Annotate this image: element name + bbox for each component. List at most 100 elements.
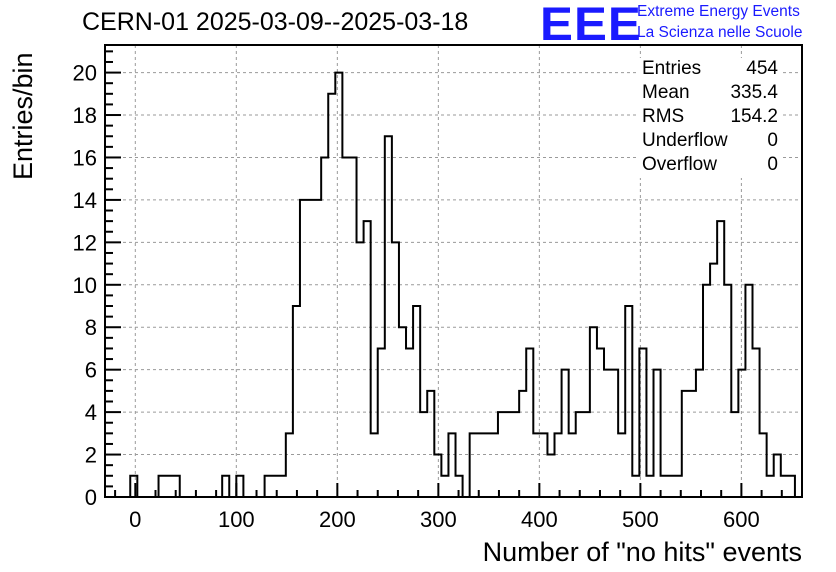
stats-label: RMS <box>642 106 685 127</box>
histogram-bin <box>300 200 307 497</box>
histogram-bin <box>413 306 420 497</box>
histogram-bin <box>661 476 668 497</box>
x-tick-label: 100 <box>218 507 255 532</box>
histogram-bin <box>654 370 661 497</box>
axis-ticks <box>105 50 803 498</box>
stats-label: Underflow <box>642 130 728 151</box>
histogram-bin <box>378 348 385 497</box>
histogram-bin <box>470 433 477 497</box>
x-tick-label: 0 <box>129 507 141 532</box>
histogram-bin <box>632 476 639 497</box>
y-tick-labels: 0 2 4 6 8 10 12 14 16 18 20 <box>73 61 97 510</box>
y-tick-label: 20 <box>73 61 97 86</box>
histogram-bin <box>611 370 618 497</box>
histogram-bin <box>738 370 745 497</box>
histogram-bin <box>547 455 554 497</box>
x-axis-label: Number of "no hits" events <box>482 537 802 567</box>
histogram-bin <box>682 391 689 497</box>
y-tick-label: 14 <box>73 188 97 213</box>
stats-row-rms: RMS 154.2 <box>638 106 780 130</box>
histogram-bin <box>166 476 173 497</box>
histogram-bin <box>236 476 243 497</box>
histogram-bin <box>540 433 547 497</box>
histogram-bin <box>222 476 229 497</box>
histogram-bin <box>441 476 448 497</box>
x-tick-label: 400 <box>521 507 558 532</box>
chart-title: CERN-01 2025-03-09--2025-03-18 <box>82 8 469 36</box>
histogram-bin <box>385 136 392 497</box>
histogram-bin <box>696 370 703 497</box>
histogram-bin <box>371 433 378 497</box>
histogram-bin <box>484 433 491 497</box>
stats-label: Entries <box>642 58 702 79</box>
plot-frame <box>104 44 803 498</box>
stats-value: 0 <box>767 130 778 151</box>
stats-label: Overflow <box>642 154 717 175</box>
stats-value: 454 <box>746 58 778 79</box>
histogram-bin <box>519 391 526 497</box>
histogram-bin <box>364 221 371 497</box>
histogram-bin <box>562 370 569 497</box>
histogram-bin <box>618 433 625 497</box>
stats-value: 335.4 <box>730 82 778 103</box>
histogram-bin <box>279 476 286 497</box>
y-tick-label: 2 <box>85 443 97 468</box>
x-tick-label: 300 <box>420 507 457 532</box>
histogram-bin <box>717 221 724 497</box>
histogram-bin <box>293 306 300 497</box>
histogram-bin <box>710 264 717 497</box>
y-axis-label: Entries/bin <box>8 52 38 180</box>
histogram-bin <box>286 433 293 497</box>
histogram-bin <box>159 476 166 497</box>
histogram-bin <box>703 285 710 497</box>
histogram-bin <box>477 433 484 497</box>
histogram-bin <box>724 285 731 497</box>
stats-value: 154.2 <box>730 106 778 127</box>
histogram-bin <box>526 348 533 497</box>
y-tick-label: 12 <box>73 230 97 255</box>
grid <box>105 45 802 497</box>
logo-line-2: La Scienza nelle Scuole <box>637 24 803 41</box>
histogram-bin <box>745 285 752 497</box>
histogram-bin <box>760 433 767 497</box>
histogram-bin <box>448 433 455 497</box>
histogram-bin <box>625 306 632 497</box>
histogram-bin <box>555 433 562 497</box>
stats-row-mean: Mean 335.4 <box>638 82 780 106</box>
x-tick-label: 500 <box>622 507 659 532</box>
histogram-bin <box>491 433 498 497</box>
y-tick-label: 4 <box>85 400 97 425</box>
histogram-bin <box>569 433 576 497</box>
y-tick-label: 10 <box>73 273 97 298</box>
stats-row-overflow: Overflow 0 <box>638 154 780 178</box>
logo-line-1: Extreme Energy Events <box>637 3 800 20</box>
histogram-bin <box>689 391 696 497</box>
stats-row-entries: Entries 454 <box>638 58 780 82</box>
histogram-bin <box>427 391 434 497</box>
x-tick-labels: 0 100 200 300 400 500 600 <box>129 507 760 532</box>
histogram-bin <box>265 476 272 497</box>
x-tick-label: 200 <box>319 507 356 532</box>
y-tick-label: 6 <box>85 358 97 383</box>
stats-label: Mean <box>642 82 690 103</box>
histogram-bin <box>753 348 760 497</box>
histogram-bin <box>767 476 774 497</box>
stats-box: Entries 454 Mean 335.4 RMS 154.2 Underfl… <box>638 58 780 178</box>
histogram-bin <box>668 476 675 497</box>
histogram-bin <box>328 94 335 497</box>
y-tick-label: 0 <box>85 485 97 510</box>
histogram-bin <box>646 476 653 497</box>
histogram-bin <box>314 200 321 497</box>
histogram-bin <box>604 370 611 497</box>
histogram-bin <box>307 200 314 497</box>
eee-logo: EEE <box>540 0 642 50</box>
histogram-bin <box>788 476 795 497</box>
y-tick-label: 8 <box>85 315 97 340</box>
histogram-bin <box>774 455 781 497</box>
x-tick-label: 600 <box>723 507 760 532</box>
y-tick-label: 18 <box>73 103 97 128</box>
stats-row-underflow: Underflow 0 <box>638 130 780 154</box>
stats-value: 0 <box>767 154 778 175</box>
